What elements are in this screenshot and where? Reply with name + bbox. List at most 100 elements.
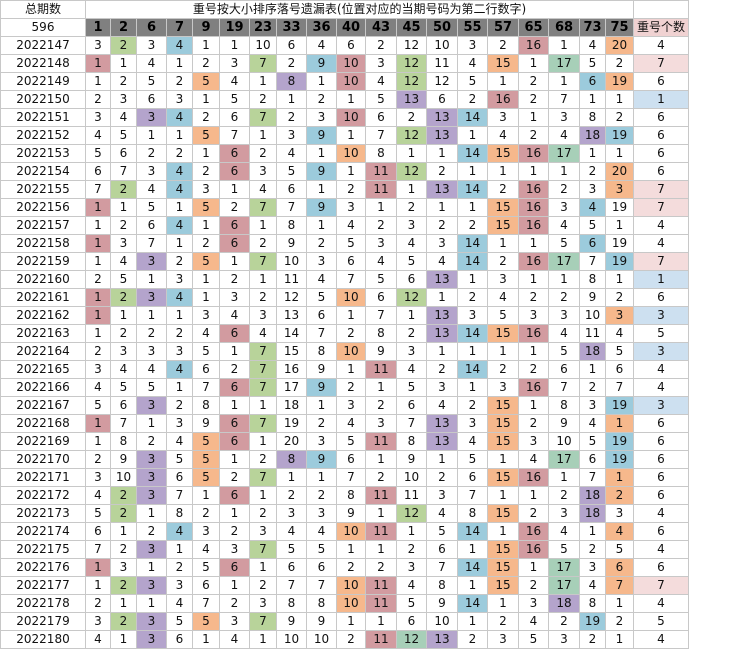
- omission-cell: 1: [487, 72, 519, 91]
- omission-cell: 8: [579, 108, 606, 127]
- omission-cell: 8: [426, 576, 458, 595]
- issue-number: 2022169: [0, 432, 86, 451]
- omission-cell: 3: [136, 612, 167, 631]
- omission-cell: 2: [457, 288, 488, 307]
- omission-cell: 4: [457, 432, 488, 451]
- omission-cell: 1: [396, 306, 427, 325]
- omission-cell: 7: [249, 414, 277, 433]
- omission-cell: 6: [457, 468, 488, 487]
- omission-cell: 2: [219, 198, 250, 217]
- omission-cell: 2: [110, 576, 137, 595]
- omission-cell: 4: [110, 108, 137, 127]
- omission-cell: 4: [85, 126, 111, 145]
- omission-cell: 1: [605, 216, 634, 235]
- omission-cell: 12: [396, 126, 427, 145]
- omission-cell: 4: [518, 612, 549, 631]
- omission-cell: 2: [548, 180, 580, 199]
- omission-cell: 10: [336, 288, 366, 307]
- omission-cell: 4: [365, 72, 397, 91]
- omission-cell: 3: [548, 198, 580, 217]
- omission-cell: 2: [487, 180, 519, 199]
- omission-cell: 5: [166, 450, 193, 469]
- omission-cell: 1: [336, 360, 366, 379]
- omission-cell: 14: [276, 324, 307, 343]
- omission-cell: 13: [396, 90, 427, 109]
- omission-cell: 2: [518, 90, 549, 109]
- omission-cell: 1: [249, 216, 277, 235]
- omission-cell: 1: [487, 450, 519, 469]
- issue-number: 2022166: [0, 378, 86, 397]
- omission-cell: 9: [365, 342, 397, 361]
- omission-cell: 11: [579, 324, 606, 343]
- omission-cell: 2: [110, 180, 137, 199]
- omission-cell: 1: [306, 72, 337, 91]
- omission-cell: 1: [518, 108, 549, 127]
- omission-cell: 19: [605, 432, 634, 451]
- omission-cell: 9: [426, 594, 458, 613]
- omission-cell: 16: [518, 540, 549, 559]
- omission-cell: 3: [110, 90, 137, 109]
- omission-cell: 6: [110, 396, 137, 415]
- omission-cell: 7: [192, 378, 220, 397]
- omission-cell: 10: [396, 468, 427, 487]
- omission-cell: 3: [487, 378, 519, 397]
- omission-cell: 1: [426, 288, 458, 307]
- omission-cell: 2: [85, 270, 111, 289]
- omission-cell: 19: [276, 414, 307, 433]
- omission-cell: 6: [219, 216, 250, 235]
- omission-cell: 3: [306, 108, 337, 127]
- omission-cell: 6: [136, 90, 167, 109]
- omission-cell: 10: [336, 144, 366, 163]
- number-header-19: 19: [219, 18, 250, 37]
- omission-cell: 9: [579, 288, 606, 307]
- omission-cell: 4: [548, 216, 580, 235]
- omission-cell: 1: [166, 540, 193, 559]
- omission-cell: 9: [306, 360, 337, 379]
- omission-cell: 9: [396, 450, 427, 469]
- omission-cell: 1: [518, 396, 549, 415]
- omission-cell: 7: [579, 252, 606, 271]
- omission-cell: 6: [306, 558, 337, 577]
- omission-cell: 1: [192, 486, 220, 505]
- omission-cell: 11: [396, 486, 427, 505]
- omission-cell: 20: [276, 432, 307, 451]
- omission-cell: 2: [249, 288, 277, 307]
- repeat-count: 6: [633, 468, 689, 487]
- omission-cell: 1: [136, 414, 167, 433]
- omission-cell: 2: [249, 90, 277, 109]
- omission-cell: 15: [487, 504, 519, 523]
- omission-cell: 3: [306, 252, 337, 271]
- omission-cell: 3: [605, 180, 634, 199]
- omission-cell: 1: [605, 270, 634, 289]
- omission-cell: 1: [306, 144, 337, 163]
- omission-cell: 5: [548, 234, 580, 253]
- omission-cell: 7: [306, 576, 337, 595]
- omission-cell: 2: [306, 414, 337, 433]
- omission-cell: 4: [548, 126, 580, 145]
- omission-cell: 2: [365, 396, 397, 415]
- omission-cell: 7: [249, 612, 277, 631]
- omission-cell: 11: [365, 162, 397, 181]
- omission-cell: 17: [548, 576, 580, 595]
- omission-cell: 10: [276, 630, 307, 649]
- omission-cell: 2: [136, 144, 167, 163]
- omission-cell: 5: [605, 342, 634, 361]
- omission-cell: 9: [192, 414, 220, 433]
- omission-cell: 2: [249, 576, 277, 595]
- table-title: 重号按大小排序落号遗漏表(位置对应的当期号码为第二行数字): [85, 0, 634, 19]
- omission-cell: 1: [85, 288, 111, 307]
- omission-cell: 1: [249, 630, 277, 649]
- omission-cell: 5: [85, 396, 111, 415]
- omission-cell: 1: [166, 378, 193, 397]
- omission-cell: 7: [548, 90, 580, 109]
- omission-cell: 15: [487, 216, 519, 235]
- issue-number: 2022180: [0, 630, 86, 649]
- omission-cell: 10: [276, 252, 307, 271]
- number-header-73: 73: [579, 18, 606, 37]
- omission-cell: 7: [336, 270, 366, 289]
- omission-cell: 2: [192, 162, 220, 181]
- omission-cell: 15: [487, 144, 519, 163]
- omission-cell: 4: [249, 324, 277, 343]
- omission-cell: 3: [365, 234, 397, 253]
- omission-cell: 6: [605, 360, 634, 379]
